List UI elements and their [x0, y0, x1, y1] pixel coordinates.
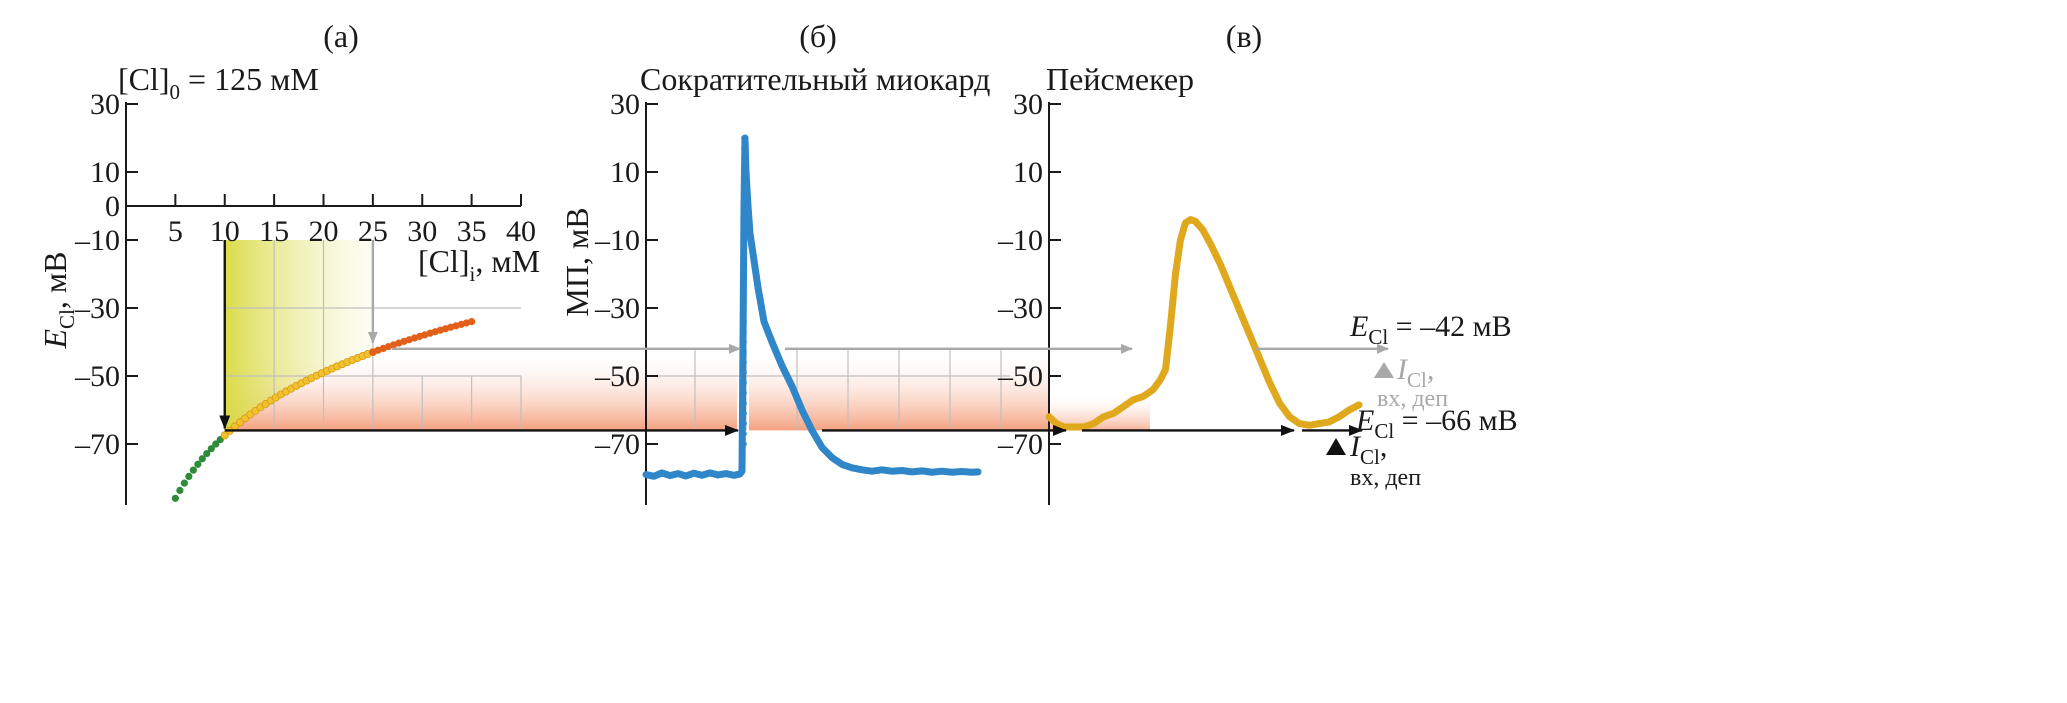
panel-a-x-axis-label: [Cl]i, мМ	[418, 243, 540, 286]
y-tick-label: 30	[610, 88, 640, 121]
panel-b-y-axis-label: МП, мВ	[559, 207, 595, 316]
y-tick-label: –50	[74, 360, 120, 393]
panel-a-chart: (а) [Cl]0 = 125 мМ ECl, мВ [Cl]i, мМ 30 1…	[37, 18, 540, 505]
ecl-minus42-label: ECl = –42 мВ	[1349, 310, 1512, 349]
x-tick-label: 15	[259, 215, 289, 248]
nernst-point	[185, 472, 193, 481]
y-tick-label: 30	[90, 88, 120, 121]
panel-c-subtitle: Пейсмекер	[1046, 61, 1194, 97]
icl-black-label: ICl,	[1349, 430, 1387, 469]
icl-black-sublabel: вх, деп	[1350, 465, 1421, 491]
x-tick-label: 30	[407, 215, 437, 248]
nernst-point	[176, 486, 184, 495]
y-tick-label: –30	[997, 292, 1043, 325]
y-tick-label: 10	[1013, 156, 1043, 189]
panel-b-chart: (б) Сократительный миокард МП, мВ 30 10 –1…	[559, 18, 990, 505]
background-shading	[224, 240, 1160, 436]
y-tick-label: –70	[997, 428, 1043, 461]
icl-gray-label: ICl,	[1396, 353, 1434, 392]
x-tick-label: 35	[457, 215, 487, 248]
right-annotations: ECl = –42 мВ ICl, вх, деп ECl = –66 мВ I…	[1326, 310, 1518, 491]
nernst-point	[220, 431, 229, 440]
y-tick-label: 0	[105, 190, 120, 223]
y-tick-label: –30	[74, 292, 120, 325]
yellow-shaded-region	[224, 240, 373, 436]
y-tick-label: 30	[1013, 88, 1043, 121]
panel-c-axes	[1048, 102, 1061, 505]
panel-b-action-potential-trace	[642, 134, 982, 480]
y-tick-label: –10	[74, 224, 120, 257]
y-tick-label: –10	[594, 224, 640, 257]
nernst-point	[180, 479, 188, 487]
level-arrows	[219, 240, 1389, 436]
y-tick-label: –30	[594, 292, 640, 325]
panel-b-y-ticks: 30 10 –10 –30 –50 –70	[594, 88, 640, 461]
nernst-point	[468, 317, 476, 326]
panel-a-subtitle: [Cl]0 = 125 мМ	[118, 61, 319, 104]
nernst-point	[203, 449, 211, 458]
panel-c-chart: (в) Пейсмекер 30 10 –10 –30 –50 –70	[997, 18, 1363, 505]
band-a-b	[224, 348, 1150, 431]
triangle-gray-icon	[1374, 362, 1394, 378]
y-tick-label: 10	[610, 156, 640, 189]
panel-a-nernst-points	[171, 317, 476, 502]
y-tick-label: –50	[594, 360, 640, 393]
triangle-black-icon	[1326, 438, 1346, 455]
ecl-minus66-label: ECl = –66 мВ	[1355, 404, 1518, 443]
panel-a-x-ticks: 5 10 15 20 25 30 35 40	[168, 215, 536, 248]
y-tick-label: –10	[997, 224, 1043, 257]
panel-b-letter: (б)	[799, 18, 837, 54]
panel-c-y-ticks: 30 10 –10 –30 –50 –70	[997, 88, 1043, 461]
nernst-point	[212, 440, 220, 448]
x-tick-label: 40	[506, 215, 536, 248]
nernst-point	[189, 466, 197, 474]
panel-c-pacemaker-trace	[1045, 216, 1363, 431]
panel-c-letter: (в)	[1226, 18, 1262, 54]
panel-a-letter: (а)	[323, 18, 359, 54]
nernst-point	[171, 494, 179, 502]
nernst-point	[207, 445, 215, 453]
panel-a-axes	[125, 102, 522, 505]
y-tick-label: –70	[594, 428, 640, 461]
x-tick-label: 20	[309, 215, 339, 248]
y-tick-label: –50	[997, 360, 1043, 393]
panel-a-y-ticks: 30 100–10 –30 –50 –70	[74, 88, 120, 461]
nernst-point	[194, 460, 202, 468]
ap-trace-line	[642, 134, 982, 480]
y-tick-label: –70	[74, 428, 120, 461]
panel-b-subtitle: Сократительный миокард	[640, 61, 990, 97]
nernst-point	[198, 455, 206, 463]
y-tick-label: 10	[90, 156, 120, 189]
pacemaker-trace-line	[1045, 216, 1363, 431]
panel-b-axes	[645, 102, 658, 505]
x-tick-label: 5	[168, 215, 183, 248]
panel-a-y-axis-label: ECl, мВ	[37, 252, 79, 350]
icl-gray-sublabel: вх, деп	[1377, 386, 1448, 412]
